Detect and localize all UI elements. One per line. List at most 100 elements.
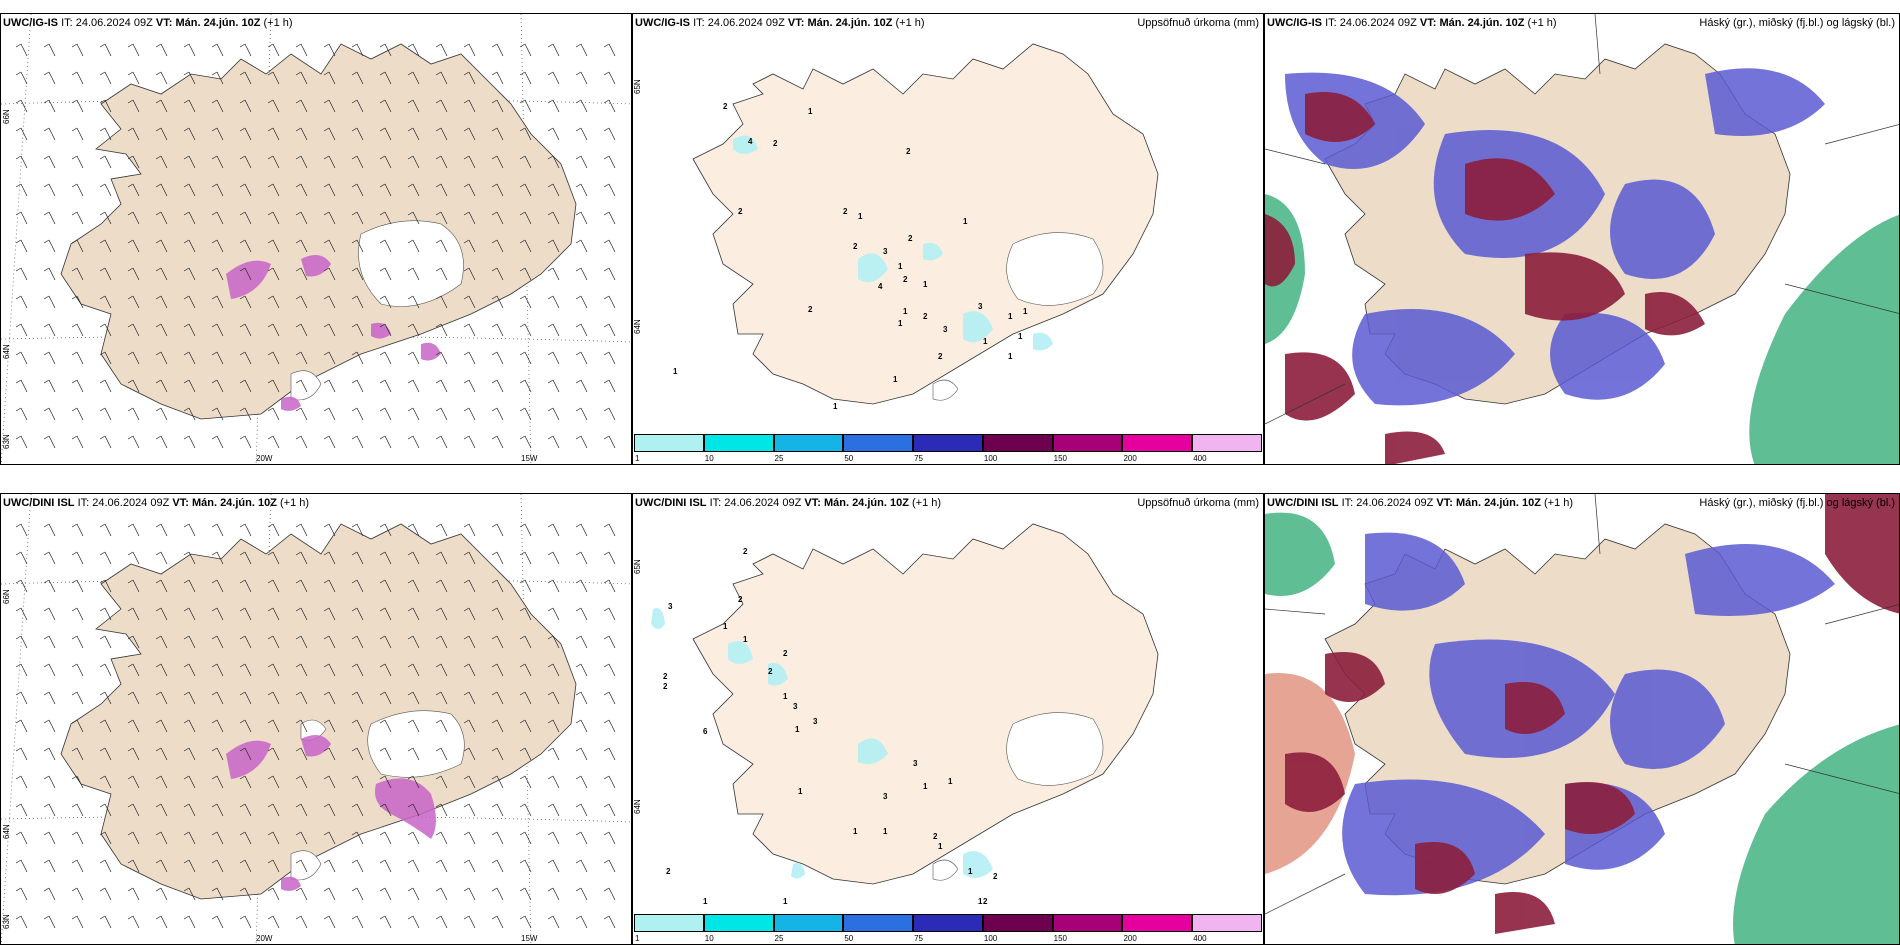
wind-barb-flag	[603, 663, 610, 668]
wind-barb-flag	[323, 523, 330, 528]
wind-barb	[300, 607, 308, 621]
wind-barb-flag	[603, 239, 610, 244]
wind-barb	[76, 351, 84, 365]
wind-barb	[20, 663, 28, 677]
wind-barb-flag	[71, 831, 78, 836]
wind-barb-flag	[127, 267, 134, 272]
wind-barb	[468, 407, 476, 421]
wind-barb-flag	[267, 607, 274, 612]
wind-barb	[384, 155, 392, 169]
wind-barb-flag	[99, 155, 106, 160]
wind-barb-flag	[491, 887, 498, 892]
wind-barb-flag	[15, 551, 22, 556]
wind-barb-flag	[99, 775, 106, 780]
wind-barb-flag	[155, 267, 162, 272]
wind-barb	[328, 551, 336, 565]
wind-barb-flag	[99, 803, 106, 808]
precip-value: 1	[903, 307, 908, 316]
wind-barb-flag	[463, 323, 470, 328]
wind-barb-flag	[435, 435, 442, 440]
wind-barb	[300, 663, 308, 677]
wind-barb	[328, 663, 336, 677]
wind-barb-flag	[491, 635, 498, 640]
wind-barb	[104, 523, 112, 537]
wind-barb-flag	[155, 607, 162, 612]
wind-barb	[580, 379, 588, 393]
wind-barb-flag	[43, 635, 50, 640]
panel-header: UWC/DINI ISL IT: 24.06.2024 09Z VT: Mán.…	[635, 497, 942, 509]
wind-barb	[272, 747, 280, 761]
wind-barb	[440, 351, 448, 365]
precip-value: 1	[673, 367, 678, 376]
wind-barb	[524, 155, 532, 169]
wind-barb-flag	[323, 775, 330, 780]
colorbar-tick: 400	[1193, 454, 1207, 463]
wind-barb-flag	[295, 831, 302, 836]
wind-barb-flag	[491, 295, 498, 300]
wind-barb	[328, 887, 336, 901]
wind-barb	[496, 663, 504, 677]
wind-barb	[160, 887, 168, 901]
wind-barb-flag	[491, 663, 498, 668]
precip-value: 2	[923, 312, 928, 321]
wind-barb-flag	[295, 691, 302, 696]
wind-barb-flag	[547, 859, 554, 864]
wind-barb	[328, 607, 336, 621]
wind-barb-flag	[575, 351, 582, 356]
wind-barb	[188, 323, 196, 337]
wind-barb	[76, 719, 84, 733]
wind-barb-flag	[183, 803, 190, 808]
wind-barb	[300, 523, 308, 537]
wind-barb	[104, 831, 112, 845]
wind-barb-flag	[239, 71, 246, 76]
wind-barb	[244, 99, 252, 113]
wind-barb-flag	[379, 351, 386, 356]
wind-barb-flag	[71, 915, 78, 920]
wind-barb-flag	[295, 127, 302, 132]
precip-value: 2	[663, 672, 668, 681]
wind-barb	[384, 183, 392, 197]
wind-barb-flag	[407, 267, 414, 272]
wind-barb-flag	[211, 719, 218, 724]
wind-barb	[216, 407, 224, 421]
wind-barb-flag	[379, 211, 386, 216]
precip-value: 1	[898, 319, 903, 328]
wind-barb-flag	[15, 323, 22, 328]
wind-barb	[160, 267, 168, 281]
wind-barb	[48, 239, 56, 253]
wind-barb	[20, 211, 28, 225]
wind-barb-flag	[575, 635, 582, 640]
precip-value: 2	[808, 305, 813, 314]
wind-barb-flag	[99, 607, 106, 612]
wind-barb	[552, 211, 560, 225]
wind-barb-flag	[351, 747, 358, 752]
wind-barb-flag	[575, 435, 582, 440]
wind-barb	[328, 859, 336, 873]
wind-barb	[76, 323, 84, 337]
wind-barb-flag	[155, 831, 162, 836]
wind-barb-flag	[239, 295, 246, 300]
wind-barb-flag	[463, 351, 470, 356]
wind-barb-flag	[491, 803, 498, 808]
wind-barb-flag	[575, 99, 582, 104]
wind-barb	[468, 267, 476, 281]
wind-barb	[524, 183, 532, 197]
wind-barb	[216, 831, 224, 845]
wind-barb-flag	[43, 155, 50, 160]
wind-barb	[160, 99, 168, 113]
wind-barb-flag	[547, 351, 554, 356]
wind-barb-flag	[519, 127, 526, 132]
wind-barb-flag	[71, 323, 78, 328]
wind-barb-flag	[379, 803, 386, 808]
wind-barb-flag	[183, 887, 190, 892]
wind-barb	[468, 635, 476, 649]
wind-barb	[468, 831, 476, 845]
wind-barb	[76, 239, 84, 253]
wind-barb-flag	[127, 523, 134, 528]
wind-barb	[244, 523, 252, 537]
wind-barb	[216, 607, 224, 621]
wind-barb-flag	[267, 579, 274, 584]
wind-barb-flag	[267, 859, 274, 864]
wind-barb-flag	[295, 43, 302, 48]
wind-barb-flag	[547, 155, 554, 160]
